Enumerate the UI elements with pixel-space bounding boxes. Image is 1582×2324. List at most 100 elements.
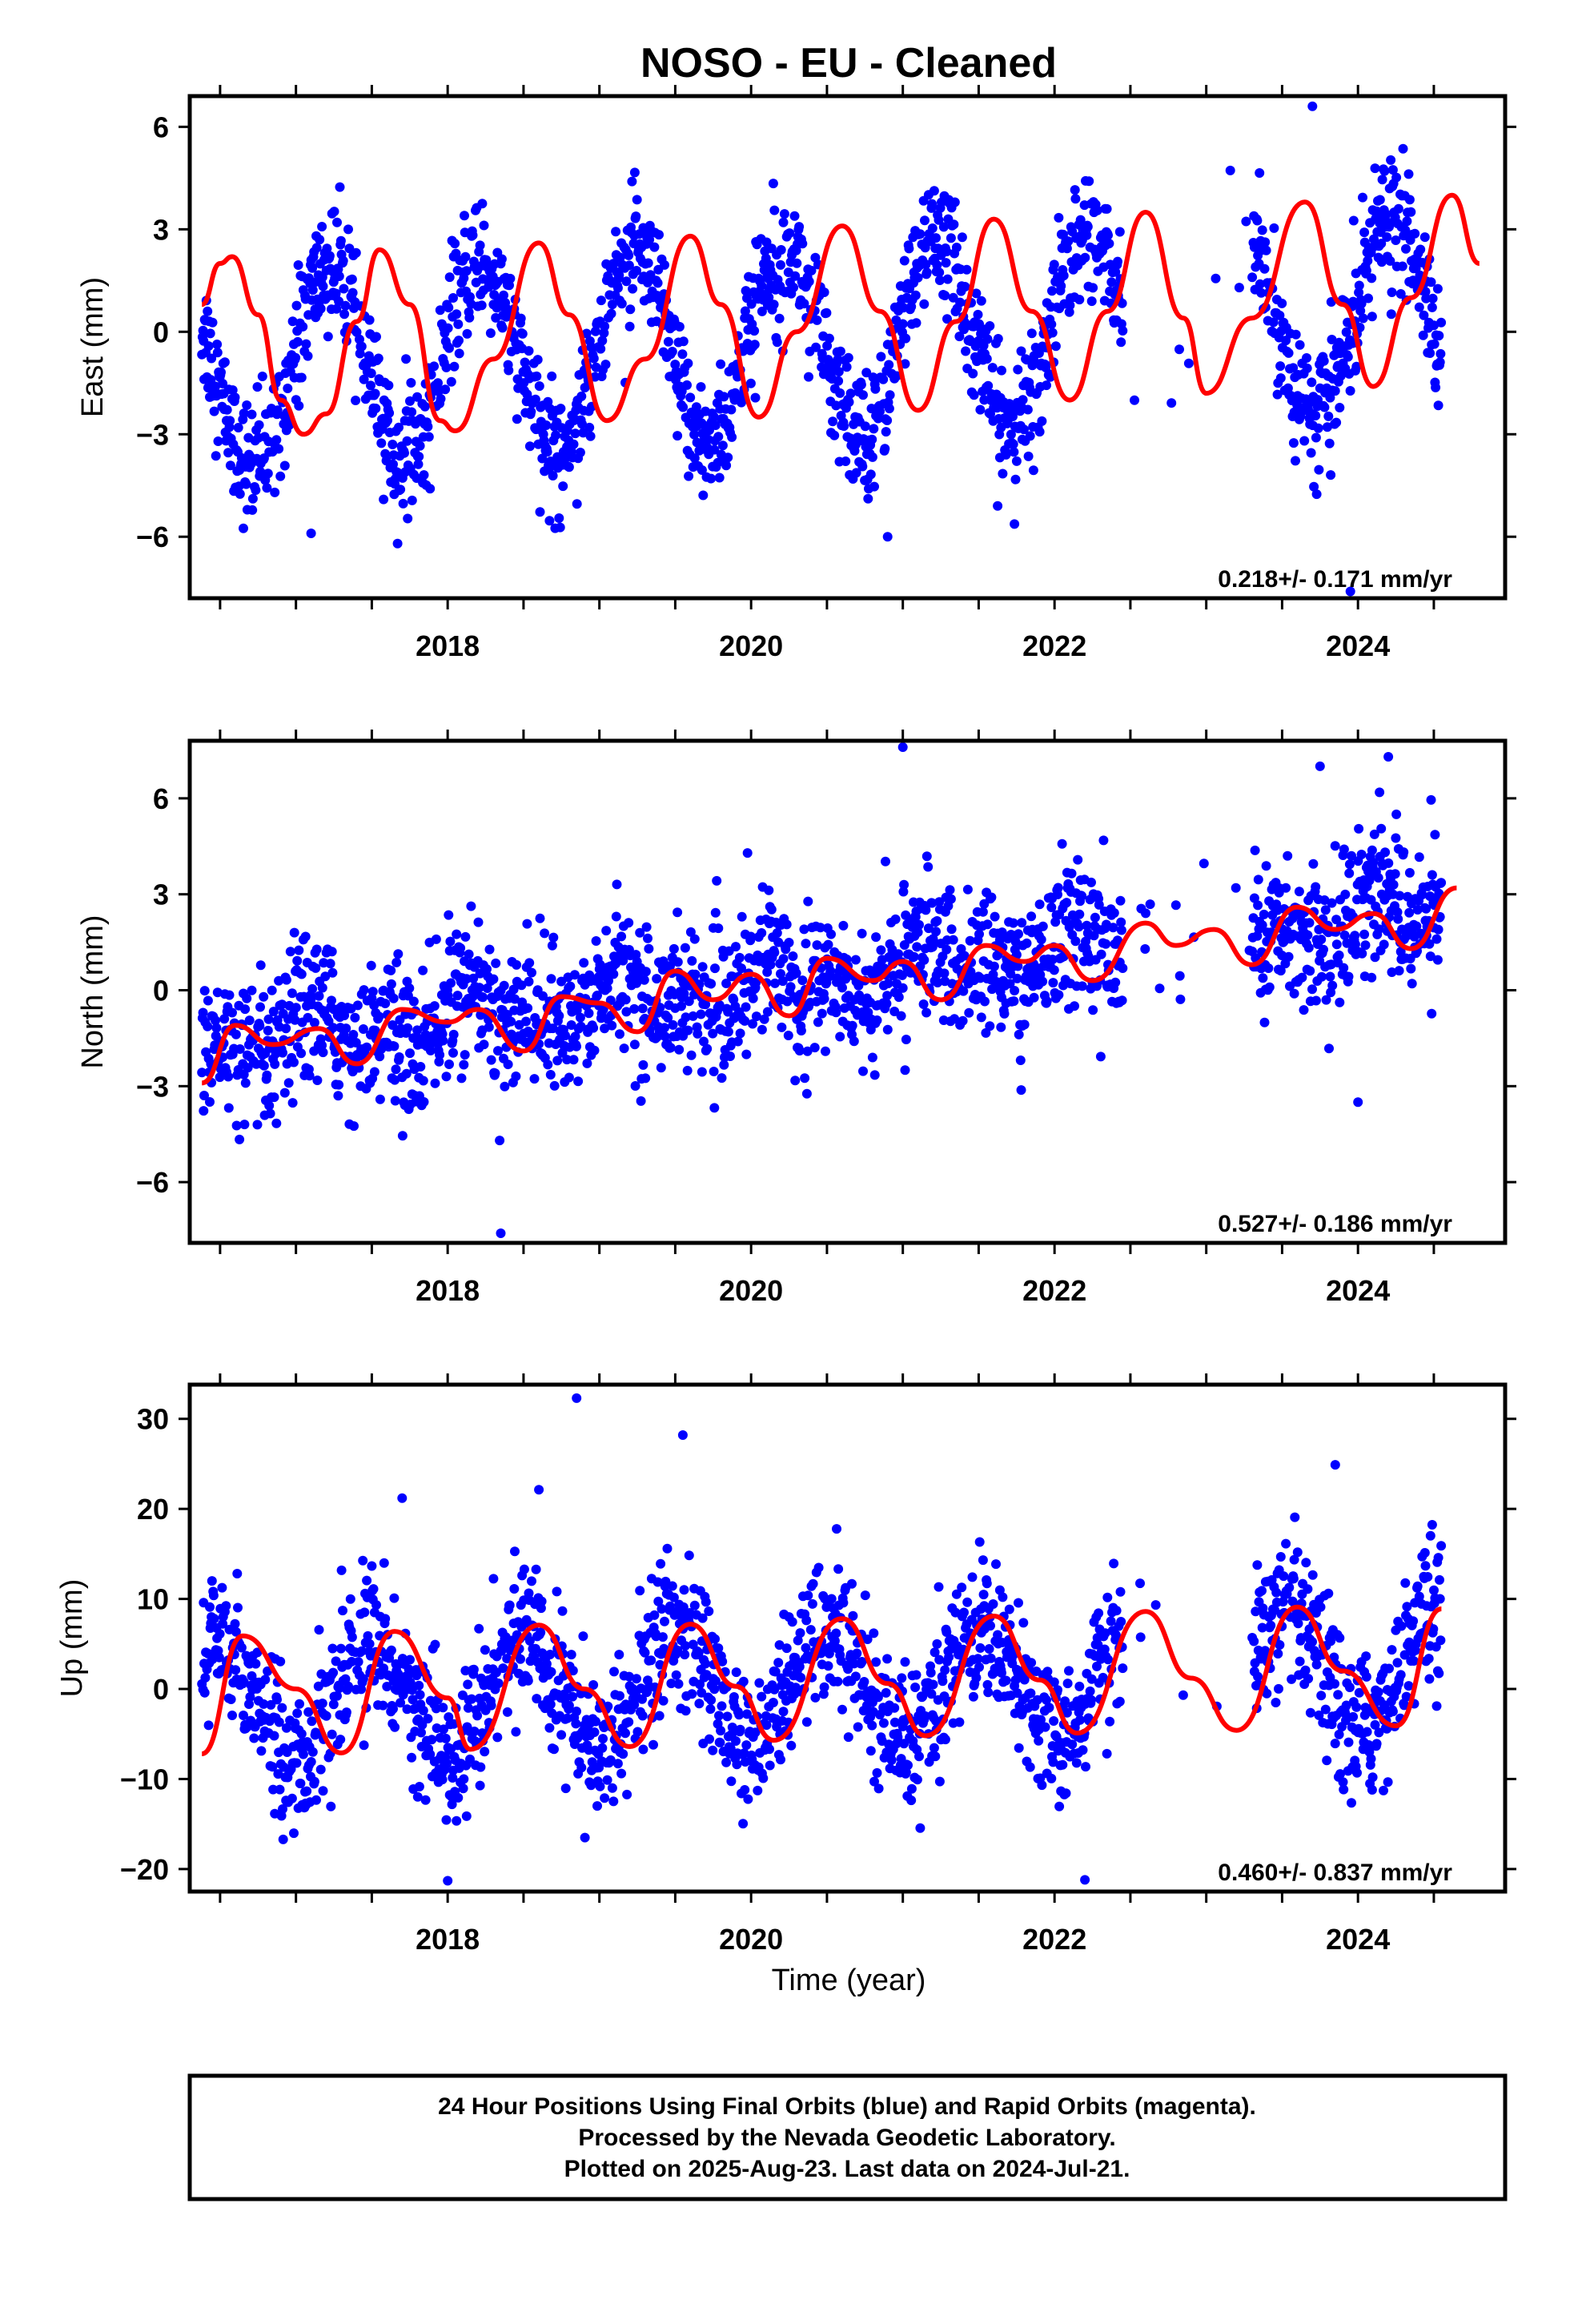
observed-point	[579, 958, 589, 968]
observed-point	[785, 982, 796, 992]
observed-point	[239, 1711, 248, 1720]
observed-point	[1345, 386, 1355, 396]
observed-point	[983, 1687, 994, 1698]
observed-point	[776, 1755, 785, 1765]
observed-point	[433, 378, 443, 388]
observed-point	[794, 222, 805, 232]
observed-point	[616, 1768, 627, 1779]
observed-point	[665, 1043, 676, 1053]
observed-point	[412, 392, 423, 402]
observed-point	[795, 1628, 805, 1638]
observed-point	[778, 954, 789, 964]
observed-point	[673, 957, 683, 967]
observed-point	[1311, 432, 1321, 443]
observed-point	[536, 1627, 546, 1638]
observed-point	[263, 1666, 273, 1676]
observed-point	[1417, 890, 1427, 900]
observed-point	[292, 955, 303, 966]
observed-point	[1048, 978, 1058, 988]
observed-point	[811, 342, 821, 352]
observed-point	[637, 1003, 648, 1014]
observed-point	[562, 1055, 572, 1065]
observed-point	[1053, 883, 1063, 893]
observed-point	[1363, 255, 1373, 266]
observed-point	[819, 287, 829, 297]
observed-point	[702, 1043, 713, 1054]
observed-point	[1313, 423, 1323, 433]
observed-point	[982, 1578, 992, 1589]
observed-point	[719, 1059, 729, 1070]
observed-point	[460, 931, 471, 942]
observed-point	[701, 1597, 711, 1607]
observed-point	[660, 1616, 669, 1626]
observed-point	[407, 1752, 417, 1763]
observed-point	[445, 936, 456, 947]
observed-point	[776, 259, 785, 270]
observed-point	[1335, 403, 1345, 412]
observed-point	[882, 416, 893, 425]
observed-point	[252, 1647, 263, 1658]
observed-point	[1302, 353, 1311, 363]
observed-point	[222, 404, 232, 415]
observed-point	[200, 1673, 211, 1683]
observed-point	[796, 1026, 806, 1035]
observed-point	[940, 291, 950, 300]
observed-point	[960, 282, 970, 292]
observed-point	[576, 1021, 586, 1031]
observed-point	[638, 1744, 648, 1755]
observed-point	[486, 1055, 496, 1065]
observed-point	[710, 963, 720, 974]
observed-point	[1241, 216, 1251, 227]
observed-point	[856, 380, 866, 390]
observed-point	[1382, 232, 1392, 242]
observed-point	[347, 1656, 357, 1667]
observed-point	[444, 1712, 454, 1723]
observed-point	[966, 967, 976, 977]
observed-point	[598, 1734, 608, 1744]
observed-point	[712, 875, 722, 886]
observed-point	[1259, 909, 1269, 919]
observed-point	[669, 943, 679, 954]
observed-point	[477, 1728, 488, 1739]
observed-point	[1013, 961, 1023, 971]
observed-point	[379, 494, 389, 505]
observed-point	[622, 1789, 632, 1799]
observed-point	[1355, 323, 1365, 332]
observed-point	[1025, 431, 1035, 441]
observed-point	[271, 1118, 282, 1128]
observed-point	[723, 1007, 733, 1017]
observed-point	[1314, 464, 1324, 475]
observed-point	[1008, 412, 1018, 421]
observed-point	[608, 969, 619, 979]
observed-point	[1436, 878, 1447, 888]
observed-point	[931, 927, 941, 937]
observed-point	[569, 970, 580, 980]
observed-point	[309, 1776, 319, 1787]
observed-point	[806, 265, 817, 275]
observed-point	[340, 300, 351, 311]
observed-point	[652, 1577, 663, 1587]
observed-point	[291, 300, 302, 311]
observed-point	[917, 1691, 928, 1702]
observed-point	[277, 999, 287, 1010]
observed-point	[689, 934, 700, 944]
observed-point	[829, 1636, 840, 1646]
observed-point	[934, 1776, 945, 1787]
observed-point	[614, 270, 624, 280]
observed-point	[296, 372, 307, 383]
outlier-point	[1383, 752, 1394, 762]
observed-point	[757, 1691, 767, 1702]
observed-point	[819, 994, 829, 1004]
observed-point	[701, 999, 711, 1010]
observed-point	[708, 1028, 718, 1039]
observed-point	[1074, 909, 1085, 919]
observed-point	[656, 1063, 666, 1073]
observed-point	[741, 1002, 751, 1012]
observed-point	[1339, 844, 1349, 854]
observed-point	[740, 1015, 750, 1026]
observed-point	[262, 1070, 272, 1080]
x-tick-label: 2020	[719, 629, 783, 662]
observed-point	[949, 219, 959, 230]
observed-point	[209, 406, 219, 416]
observed-point	[307, 263, 318, 273]
